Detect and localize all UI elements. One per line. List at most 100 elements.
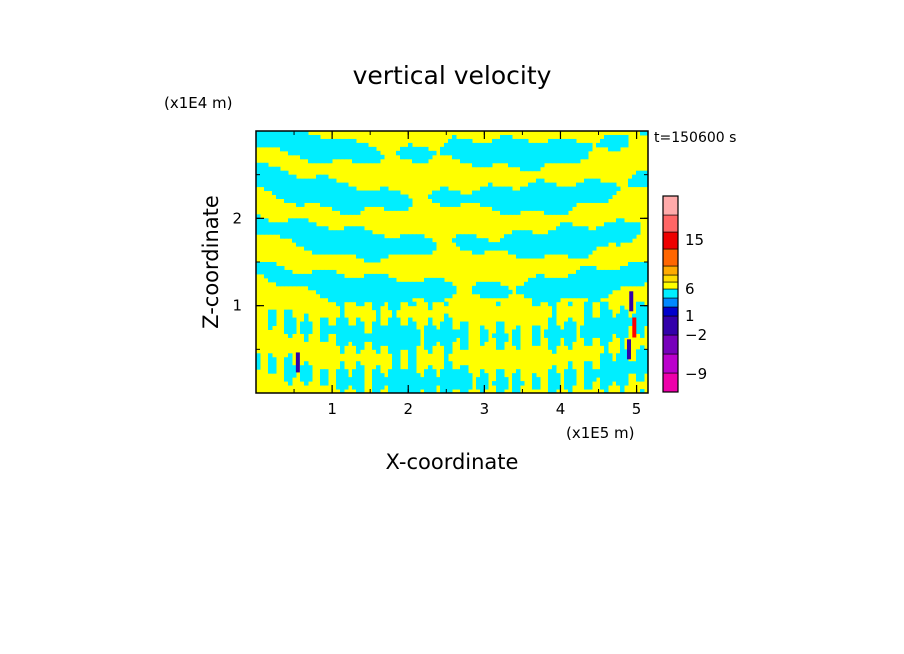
- field-cell: [576, 230, 581, 235]
- field-cell: [624, 373, 629, 378]
- field-cell: [600, 353, 605, 358]
- field-cell: [576, 277, 581, 283]
- time-label: t=150600 s: [654, 130, 736, 146]
- field-cell: [536, 142, 541, 148]
- field-cell: [596, 178, 601, 184]
- field-cell: [464, 337, 469, 342]
- field-cell: [356, 158, 361, 164]
- field-cell: [508, 238, 513, 243]
- field-cell: [368, 250, 373, 255]
- field-cell: [364, 146, 369, 152]
- field-cell: [256, 142, 261, 148]
- field-cell: [416, 234, 421, 239]
- field-cell: [308, 186, 313, 192]
- field-cell: [292, 186, 297, 192]
- field-cell: [540, 254, 545, 259]
- field-cell: [304, 226, 309, 231]
- field-cell: [336, 285, 341, 291]
- field-cell: [596, 293, 601, 299]
- field-cell: [528, 146, 533, 152]
- field-cell: [444, 317, 449, 323]
- field-cell: [528, 158, 533, 164]
- field-cell: [496, 281, 501, 287]
- field-cell: [308, 242, 313, 247]
- field-cell: [432, 337, 437, 342]
- field-cell: [256, 131, 261, 136]
- field-cell: [516, 206, 521, 211]
- field-cell: [260, 182, 265, 188]
- field-cell: [584, 198, 589, 203]
- field-cell: [632, 365, 637, 370]
- field-cell: [320, 150, 325, 156]
- field-cell: [344, 190, 349, 196]
- field-cell: [284, 230, 289, 235]
- field-cell: [372, 150, 377, 156]
- field-cell: [636, 269, 641, 275]
- field-cell: [300, 281, 305, 287]
- field-cell: [552, 154, 557, 160]
- field-cell: [484, 154, 489, 160]
- field-cell: [432, 285, 437, 291]
- field-cell: [536, 337, 541, 342]
- field-cell: [280, 273, 285, 279]
- field-cell: [520, 234, 525, 239]
- field-cell: [560, 190, 565, 196]
- field-cell: [308, 285, 313, 291]
- field-cell: [580, 230, 585, 235]
- field-cell: [424, 238, 429, 243]
- field-cell: [256, 214, 261, 219]
- field-cell: [352, 325, 357, 330]
- field-cell: [536, 293, 541, 299]
- field-cell: [440, 277, 445, 283]
- field-cell: [592, 242, 597, 247]
- field-cell: [512, 329, 517, 334]
- field-cell: [588, 341, 593, 346]
- field-cell: [488, 289, 493, 295]
- field-cell: [336, 273, 341, 279]
- field-cell: [528, 230, 533, 235]
- field-cell: [316, 134, 321, 140]
- field-cell: [260, 170, 265, 176]
- field-cell: [520, 138, 525, 144]
- field-cell: [460, 377, 465, 382]
- field-cell: [424, 250, 429, 255]
- field-cell: [484, 242, 489, 247]
- field-cell: [624, 357, 629, 362]
- field-cell: [352, 333, 357, 338]
- field-cell: [396, 206, 401, 211]
- field-cell: [388, 289, 393, 295]
- field-cell: [492, 158, 497, 164]
- field-cell: [504, 333, 509, 338]
- field-cell: [544, 158, 549, 164]
- field-cell: [344, 293, 349, 299]
- field-cell: [296, 218, 301, 223]
- field-cell: [380, 273, 385, 279]
- field-cell: [296, 131, 301, 136]
- field-cell: [584, 150, 589, 156]
- field-cell: [536, 194, 541, 199]
- field-cell: [640, 357, 645, 362]
- field-cell: [560, 158, 565, 164]
- field-cell: [544, 289, 549, 295]
- field-cell: [304, 146, 309, 152]
- field-cell: [380, 190, 385, 196]
- field-cell: [552, 305, 557, 311]
- field-cell: [352, 329, 357, 334]
- field-cell: [408, 341, 413, 346]
- field-cell: [596, 277, 601, 283]
- field-cell: [360, 285, 365, 291]
- field-cell: [480, 246, 485, 251]
- field-cell: [492, 190, 497, 196]
- field-cell: [588, 277, 593, 283]
- field-cell: [404, 146, 409, 152]
- field-cell: [328, 178, 333, 184]
- x-tick-label: 2: [403, 400, 413, 418]
- field-cell: [632, 361, 637, 366]
- field-cell: [436, 198, 441, 203]
- field-cell: [616, 329, 621, 334]
- field-cell: [440, 198, 445, 203]
- field-cell: [284, 174, 289, 180]
- field-cell: [544, 281, 549, 287]
- field-cell: [488, 293, 493, 299]
